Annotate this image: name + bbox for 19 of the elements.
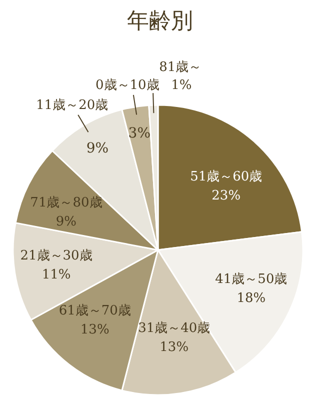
slice-label: 31歳～40歳 [138, 320, 210, 336]
data-label: 13% [160, 340, 189, 355]
data-label: 9% [56, 214, 77, 230]
chart-title: 年齢別 [127, 9, 193, 34]
slice-label: 51歳～60歳 [190, 170, 262, 185]
slice-label: 81歳～ [159, 60, 202, 76]
data-label: 23% [212, 188, 241, 204]
slice-label: 0歳～10歳 [96, 78, 160, 93]
data-label: 9% [86, 140, 109, 157]
slice-label: 61歳～70歳 [58, 304, 131, 319]
slice-label: 71歳～80歳 [30, 196, 102, 211]
slice-label: 41歳～50歳 [215, 272, 288, 288]
data-label: 3% [128, 126, 151, 142]
slice-label: 21歳～30歳 [20, 248, 92, 264]
slice-label: 11歳～20歳 [36, 98, 108, 113]
data-label: 18% [236, 291, 266, 306]
data-label: 13% [80, 322, 110, 338]
data-label: 11% [42, 268, 71, 283]
data-label: 1% [171, 78, 192, 94]
